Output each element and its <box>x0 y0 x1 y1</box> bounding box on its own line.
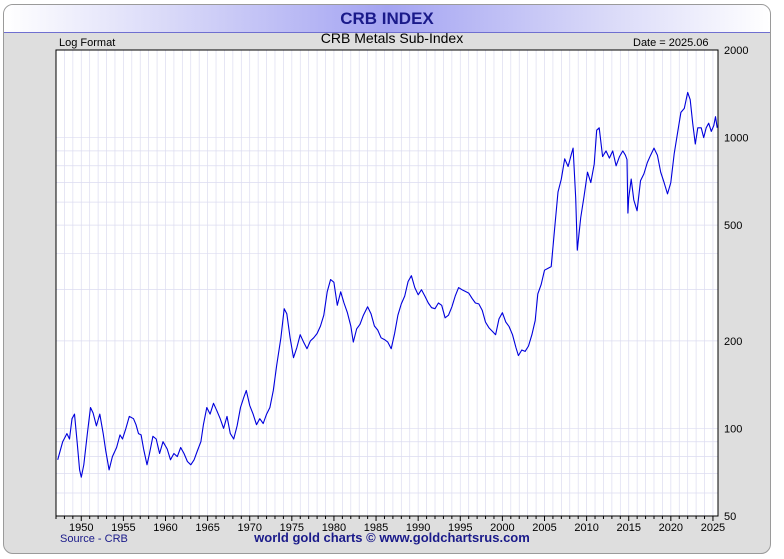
x-tick-label: 1990 <box>406 522 430 534</box>
y-tick-label: 50 <box>724 511 736 523</box>
plot-border <box>55 49 719 517</box>
footer-credit: world gold charts © www.goldchartsrus.co… <box>254 530 530 545</box>
scale-note: Log Format <box>59 37 116 49</box>
x-tick-label: 1975 <box>280 522 304 534</box>
x-tick-label: 1965 <box>195 522 219 534</box>
y-tick-label: 100 <box>724 423 742 435</box>
x-tick-label: 1960 <box>153 522 177 534</box>
x-tick-label: 2015 <box>616 522 640 534</box>
x-tick-label: 2010 <box>574 522 598 534</box>
x-tick-label: 1950 <box>69 522 93 534</box>
x-tick-label: 2020 <box>659 522 683 534</box>
y-tick-label: 500 <box>724 220 742 232</box>
x-tick-label: 1985 <box>364 522 388 534</box>
x-tick-label: 1995 <box>448 522 472 534</box>
source-label: Source - CRB <box>60 533 128 545</box>
x-tick-label: 1980 <box>322 522 346 534</box>
plot-area <box>56 50 718 516</box>
chart-subtitle: CRB Metals Sub-Index <box>320 30 464 46</box>
x-tick-label: 2000 <box>490 522 514 534</box>
y-tick-label: 2000 <box>724 45 748 57</box>
x-tick-label: 2005 <box>532 522 556 534</box>
x-tick-label: 1955 <box>111 522 135 534</box>
x-tick-label: 2025 <box>701 522 725 534</box>
y-tick-label: 200 <box>724 336 742 348</box>
series-line <box>57 91 718 478</box>
chart-title: CRB INDEX <box>340 9 434 28</box>
date-label: Date = 2025.06 <box>633 37 709 49</box>
y-tick-label: 1000 <box>724 133 748 145</box>
title-bar: CRB INDEX <box>4 5 770 33</box>
x-tick-label: 1970 <box>237 522 261 534</box>
